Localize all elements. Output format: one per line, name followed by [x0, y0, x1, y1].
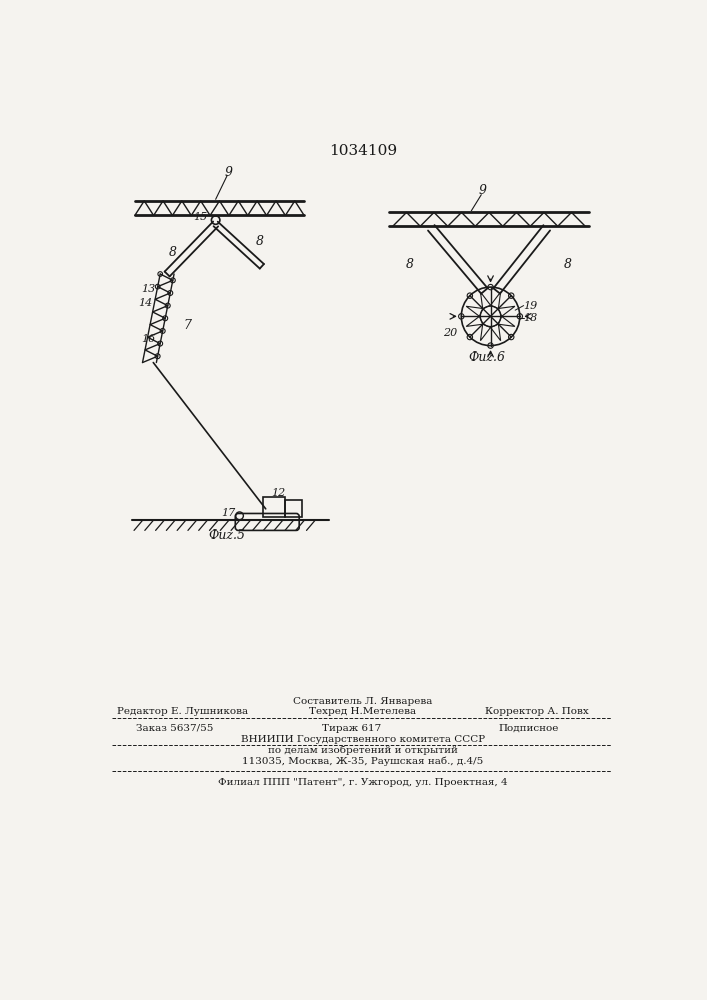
Text: 113035, Москва, Ж-35, Раушская наб., д.4/5: 113035, Москва, Ж-35, Раушская наб., д.4…	[242, 757, 484, 766]
Text: Филиал ППП "Патент", г. Ужгород, ул. Проектная, 4: Филиал ППП "Патент", г. Ужгород, ул. Про…	[218, 778, 508, 787]
Bar	[285, 500, 302, 517]
Text: 7: 7	[184, 319, 192, 332]
Bar	[264, 497, 285, 517]
Text: 8: 8	[406, 258, 414, 271]
Text: ВНИИПИ Государственного комитета СССР: ВНИИПИ Государственного комитета СССР	[240, 735, 485, 744]
Text: 15: 15	[193, 212, 207, 222]
Text: Заказ 5637/55: Заказ 5637/55	[136, 724, 214, 733]
Text: Техред Н.Метелева: Техред Н.Метелева	[309, 707, 416, 716]
Text: 8: 8	[169, 246, 177, 259]
Text: 16: 16	[141, 334, 155, 344]
Text: 1034109: 1034109	[329, 144, 397, 158]
Text: 18: 18	[523, 313, 538, 323]
Text: 8: 8	[564, 258, 572, 271]
Text: Подписное: Подписное	[499, 724, 559, 733]
Text: 14: 14	[139, 298, 153, 308]
Text: 13: 13	[141, 284, 155, 294]
Text: 9: 9	[225, 166, 233, 179]
Text: Редактор Е. Лушникова: Редактор Е. Лушникова	[117, 707, 248, 716]
Text: 17: 17	[221, 508, 235, 518]
Text: Фuz.5: Фuz.5	[209, 529, 246, 542]
Text: Тираж 617: Тираж 617	[322, 724, 382, 733]
Text: 12: 12	[271, 488, 285, 498]
Text: Составитель Л. Январева: Составитель Л. Январева	[293, 697, 433, 706]
Text: по делам изобретений и открытий: по делам изобретений и открытий	[268, 746, 457, 755]
Text: 9: 9	[479, 184, 487, 197]
Text: 8: 8	[257, 235, 264, 248]
Text: 19: 19	[523, 301, 538, 311]
Text: Корректор А. Повх: Корректор А. Повх	[485, 707, 589, 716]
Text: Фuz.6: Фuz.6	[468, 351, 506, 364]
Text: 20: 20	[443, 328, 457, 338]
